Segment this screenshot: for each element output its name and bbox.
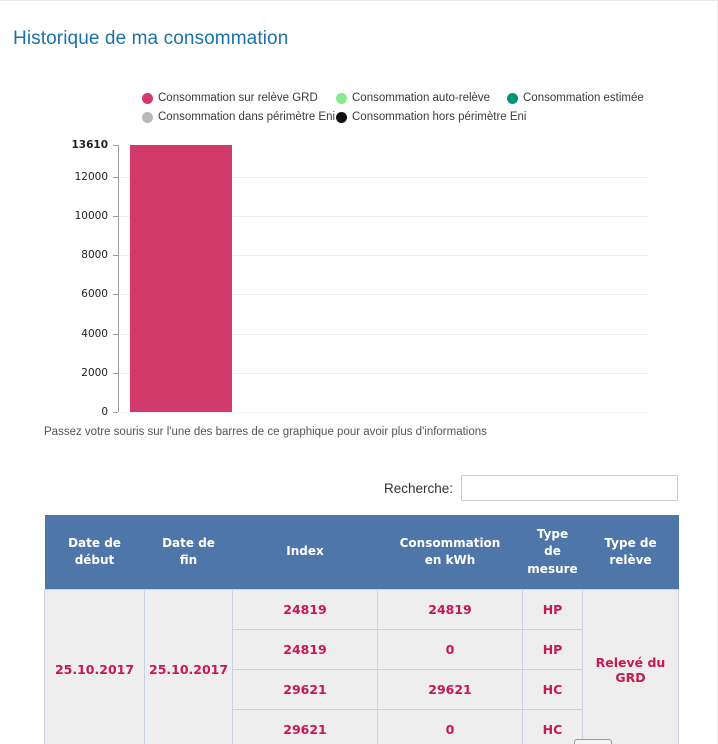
table-row: 24819 0 HP xyxy=(45,629,679,671)
cell-index: 29621 xyxy=(232,709,378,744)
chart-y-tick xyxy=(113,176,118,178)
header-line-2: fin xyxy=(179,553,198,568)
chart-y-axis-label: 0 xyxy=(101,406,108,418)
consumption-table-wrapper: Date de début Date de fin Index Consomma… xyxy=(44,515,679,744)
legend-dot-icon xyxy=(507,92,518,104)
column-header-type-releve[interactable]: Type de relève xyxy=(582,515,679,590)
chart-gridline xyxy=(119,294,649,296)
chart-y-axis-label: 6000 xyxy=(81,288,108,301)
chart-plot-area: 13610 12000 10000 8000 6000 4000 2000 0 xyxy=(71,139,649,418)
column-header-index[interactable]: Index xyxy=(232,515,378,590)
table-body: 25.10.2017 25.10.2017 24819 24819 HP Relevé d… xyxy=(44,589,679,744)
table-header-row: Date de début Date de fin Index Consomma… xyxy=(44,515,679,590)
header-line-2: mesure xyxy=(527,561,578,576)
chart-y-axis-label: 8000 xyxy=(81,249,108,262)
cell-type-mesure: HC xyxy=(522,669,583,711)
page-title: Historique de ma consommation xyxy=(13,28,289,49)
header-line-2: relève xyxy=(609,553,652,568)
header-line-1: Date de xyxy=(162,535,215,550)
chart-y-tick xyxy=(113,412,118,413)
consumption-bar-chart: 13610 12000 10000 8000 6000 4000 2000 0 xyxy=(0,139,718,424)
chart-bar[interactable] xyxy=(130,145,232,412)
chart-hint-text: Passez votre souris sur l'une des barres… xyxy=(44,426,487,438)
chart-baseline xyxy=(119,412,649,413)
table-row: 29621 0 HC xyxy=(45,709,679,744)
table-head: Date de début Date de fin Index Consomma… xyxy=(44,515,679,590)
header-line-1: Type de xyxy=(536,527,569,559)
cell-index: 24819 xyxy=(232,629,378,671)
table-row: 25.10.2017 25.10.2017 24819 24819 HP Relevé d… xyxy=(44,589,679,744)
chart-y-axis-label: 10000 xyxy=(74,209,108,222)
legend-label: Consommation auto-relève xyxy=(352,92,491,104)
legend-item-consommation-sur-releve-grd[interactable]: Consommation sur relève GRD xyxy=(142,92,318,104)
cell-index: 24819 xyxy=(232,589,378,631)
cell-type-mesure: HP xyxy=(522,589,583,631)
pagination-control[interactable] xyxy=(574,739,612,744)
chart-y-tick xyxy=(113,145,118,146)
cell-consommation-kwh: 24819 xyxy=(377,589,523,631)
header-line-1: Consommation xyxy=(399,535,501,550)
cell-type-mesure: HC xyxy=(522,709,583,744)
consumption-table: Date de début Date de fin Index Consomma… xyxy=(44,515,679,744)
column-header-consommation-kwh[interactable]: Consommation en kWh xyxy=(377,515,523,590)
legend-dot-icon xyxy=(142,92,153,104)
search-label: Recherche: xyxy=(383,480,453,496)
column-header-date-fin[interactable]: Date de fin xyxy=(144,515,233,590)
chart-y-tick xyxy=(113,255,118,257)
legend-label: Consommation hors périmètre Eni xyxy=(352,111,527,123)
search-input[interactable] xyxy=(461,475,678,501)
table-search: Recherche: xyxy=(0,475,678,501)
legend-dot-icon xyxy=(142,111,153,123)
legend-label: Consommation sur relève GRD xyxy=(158,92,318,104)
chart-y-axis-label: 13610 xyxy=(71,139,108,151)
chart-gridline xyxy=(119,372,649,374)
cell-consommation-kwh: 29621 xyxy=(377,669,523,711)
column-header-date-debut[interactable]: Date de début xyxy=(44,515,145,590)
cell-consommation-kwh: 0 xyxy=(377,709,523,744)
header-line-2: début xyxy=(74,553,115,568)
cell-index: 29621 xyxy=(232,669,378,711)
chart-y-axis-label: 4000 xyxy=(81,327,108,340)
legend-item-consommation-estimee[interactable]: Consommation estimée xyxy=(507,92,644,104)
header-line-1: Index xyxy=(286,544,324,559)
chart-y-tick xyxy=(113,215,118,217)
chart-gridline xyxy=(119,255,649,257)
chart-y-axis-label: 2000 xyxy=(81,366,108,379)
chart-y-axis-label: 12000 xyxy=(74,170,108,183)
chart-gridline xyxy=(119,176,649,178)
legend-label: Consommation estimée xyxy=(523,92,644,104)
header-line-1: Type de xyxy=(604,535,657,550)
cell-type-mesure: HP xyxy=(522,629,583,671)
legend-item-consommation-hors-perimetre-eni[interactable]: Consommation hors périmètre Eni xyxy=(336,111,527,123)
cell-date-fin: 25.10.2017 xyxy=(144,589,233,744)
chart-gridline xyxy=(119,333,649,335)
header-line-1: Date de xyxy=(68,535,121,550)
chart-y-tick xyxy=(113,333,118,335)
legend-item-consommation-dans-perimetre-eni[interactable]: Consommation dans périmètre Eni xyxy=(142,111,335,123)
cell-date-debut: 25.10.2017 xyxy=(44,589,145,744)
chart-y-tick xyxy=(113,294,118,296)
legend-dot-icon xyxy=(336,111,347,123)
chart-y-tick xyxy=(113,372,118,374)
legend-label: Consommation dans périmètre Eni xyxy=(158,111,336,123)
legend-item-consommation-auto-releve[interactable]: Consommation auto-relève xyxy=(336,92,490,104)
chart-gridline xyxy=(119,215,649,217)
header-line-2: en kWh xyxy=(424,553,476,568)
cell-consommation-kwh: 0 xyxy=(377,629,523,671)
cell-type-releve: Relevé du GRD xyxy=(582,589,679,744)
legend-dot-icon xyxy=(336,92,347,104)
column-header-type-mesure[interactable]: Type de mesure xyxy=(522,515,583,590)
